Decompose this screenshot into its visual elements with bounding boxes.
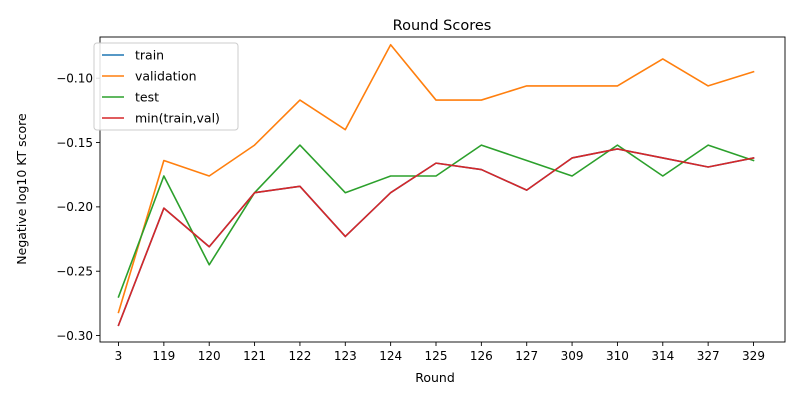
- x-tick-label: 314: [651, 349, 674, 363]
- x-tick-label: 122: [288, 349, 311, 363]
- series-line-test: [117, 144, 755, 298]
- x-tick-label: 329: [742, 349, 765, 363]
- x-tick-label: 125: [425, 349, 448, 363]
- x-tick-label: 119: [152, 349, 175, 363]
- plot-frame: [99, 36, 786, 343]
- x-tick-label: 3: [115, 349, 123, 363]
- x-tick-label: 124: [379, 349, 402, 363]
- y-tick-label: −0.30: [56, 329, 93, 343]
- legend-label: min(train,val): [135, 111, 220, 126]
- x-tick-label: 121: [243, 349, 266, 363]
- y-tick-label: −0.10: [56, 71, 93, 85]
- x-tick-label: 120: [198, 349, 221, 363]
- y-tick-label: −0.15: [56, 136, 93, 150]
- legend-label: validation: [135, 69, 197, 84]
- y-tick-label: −0.25: [56, 265, 93, 279]
- legend: train validation test min(train,val): [93, 42, 239, 131]
- x-tick-label: 126: [470, 349, 493, 363]
- x-axis-label: Round: [415, 370, 455, 385]
- x-axis: 3 119 120 121 122 123 124 125 126 127 309 310 314 327…: [115, 342, 765, 363]
- x-tick-label: 127: [515, 349, 538, 363]
- y-axis: −0.30 −0.25 −0.20 −0.15 −0.10: [56, 71, 100, 343]
- series-line-validation: [117, 43, 755, 314]
- x-tick-label: 310: [606, 349, 629, 363]
- chart-title: Round Scores: [393, 18, 492, 34]
- y-tick-label: −0.20: [56, 200, 93, 214]
- series-line-min-train-val: [117, 148, 755, 327]
- legend-label: test: [135, 90, 159, 105]
- x-tick-label: 309: [561, 349, 584, 363]
- legend-label: train: [135, 48, 164, 63]
- x-tick-label: 327: [697, 349, 720, 363]
- y-axis-label: Negative log10 KT score: [14, 113, 29, 265]
- series-group: [117, 43, 755, 327]
- x-tick-label: 123: [334, 349, 357, 363]
- legend-box: [93, 42, 239, 131]
